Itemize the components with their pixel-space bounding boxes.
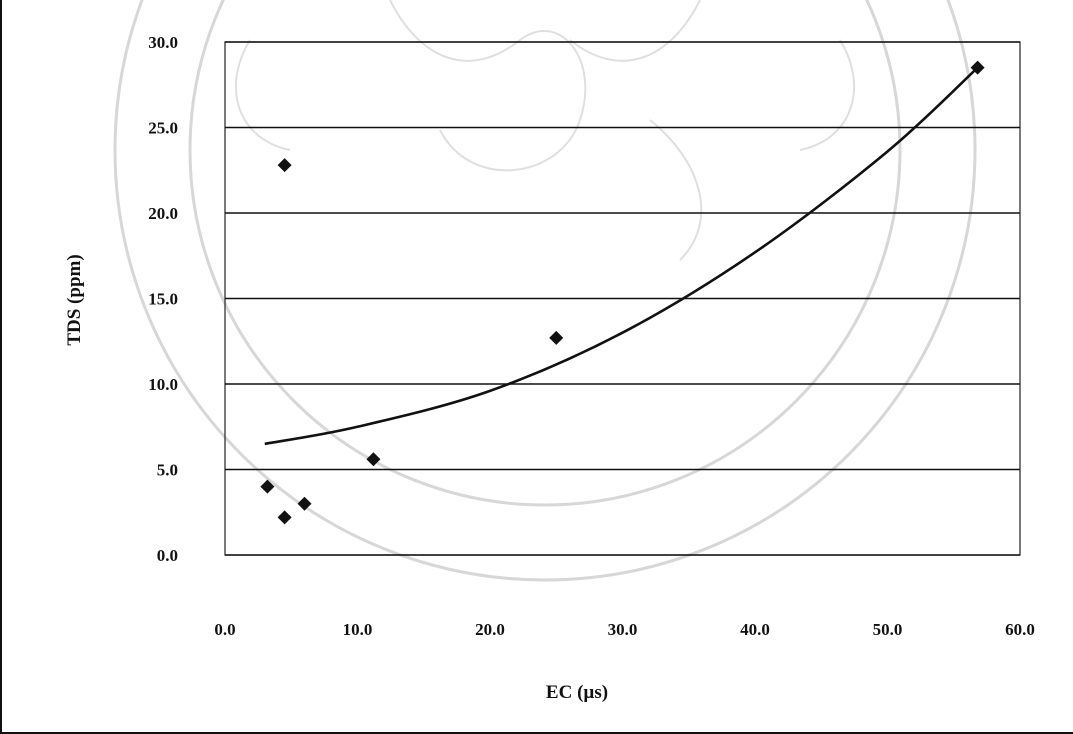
x-tick-label: 30.0 [608, 620, 638, 639]
x-tick-label: 10.0 [343, 620, 373, 639]
data-point [366, 452, 381, 467]
data-point [297, 496, 312, 511]
y-tick-label: 25.0 [148, 119, 178, 138]
plot-area [224, 41, 1021, 556]
data-point [970, 60, 985, 75]
data-point [260, 479, 275, 494]
y-tick-label: 10.0 [148, 375, 178, 394]
y-axis-tick-labels: 0.0 5.0 10.0 15.0 20.0 25.0 30.0 [148, 33, 178, 565]
x-tick-label: 40.0 [740, 620, 770, 639]
data-point [277, 158, 292, 173]
y-tick-label: 15.0 [148, 290, 178, 309]
data-point [277, 510, 292, 525]
y-tick-label: 0.0 [157, 546, 178, 565]
trendline [264, 66, 979, 446]
y-tick-label: 5.0 [157, 461, 178, 480]
x-tick-label: 20.0 [475, 620, 505, 639]
x-tick-label: 50.0 [873, 620, 903, 639]
x-tick-label: 60.0 [1005, 620, 1035, 639]
x-axis-tick-labels: 0.0 10.0 20.0 30.0 40.0 50.0 60.0 [214, 620, 1035, 639]
y-axis-title: TDS (ppm) [64, 254, 85, 345]
watermark-seal [113, 0, 977, 582]
x-axis-title: EC (µs) [546, 682, 608, 703]
y-tick-label: 20.0 [148, 204, 178, 223]
gridlines [225, 41, 1020, 556]
data-markers [260, 60, 985, 525]
x-tick-label: 0.0 [214, 620, 235, 639]
data-point [549, 330, 564, 345]
y-tick-label: 30.0 [148, 33, 178, 52]
